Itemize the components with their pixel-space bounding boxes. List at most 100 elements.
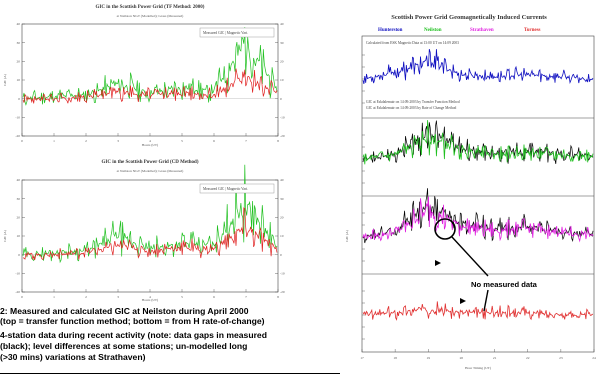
left-bottom-ytick-label: 20 — [17, 216, 21, 220]
left-top-ylabel: GIC (A) — [3, 73, 7, 86]
left-bottom-ytick-label: 10 — [17, 234, 21, 238]
right-series-torness — [362, 301, 593, 321]
left-top-xtick-label: 2 — [85, 139, 87, 143]
caption-line-2: (top = transfer function method; bottom … — [0, 316, 265, 326]
right-panel: Scottish Power Grid Geomagnetically Indu… — [345, 14, 596, 370]
left-top-ytick-label-r: -10 — [280, 116, 285, 120]
left-bottom-xtick-label: 2 — [85, 295, 87, 299]
left-bottom-xtick-label: 5 — [181, 295, 183, 299]
left-bottom-series-measured — [22, 164, 278, 264]
left-bottom-ytick-label-r: -20 — [280, 290, 285, 294]
left-top-ytick-label-r: 30 — [280, 41, 284, 45]
left-top-series-calculated — [22, 68, 278, 104]
right-frame — [361, 35, 595, 353]
right-xlabel: Hour Timing (UT) — [465, 366, 492, 370]
right-series-measured-black — [362, 120, 594, 164]
left-top-ytick-label-r: 10 — [280, 78, 284, 82]
left-bottom-ytick-label-r: 20 — [280, 216, 284, 220]
right-legend-item: Hunterston — [378, 28, 403, 33]
left-bottom-xtick-label: 0 — [21, 295, 23, 299]
right-ylabel: GIC (A) — [345, 229, 349, 242]
left-top-ytick-label-r: 40 — [280, 22, 284, 26]
left-bottom-xlabel: Hours (UT) — [142, 298, 159, 302]
right-legend-item: Strathaven — [470, 28, 494, 33]
left-bottom-ytick-label-r: 10 — [280, 234, 284, 238]
left-bottom-ytick-label: 0 — [18, 253, 20, 257]
left-bottom-frame — [21, 179, 279, 293]
left-top-ytick-label: -20 — [15, 134, 20, 138]
caption-line-3: 4-station data during recent activity (n… — [0, 330, 267, 340]
left-bottom-xtick-label: 3 — [117, 295, 119, 299]
no-measured-data-label: No measured data — [471, 280, 538, 289]
left-top-title: GIC in the Scottish Power Grid (TF Metho… — [95, 5, 205, 10]
no-data-circle — [434, 218, 456, 240]
right-xtick-label: 22 — [526, 356, 530, 360]
right-xtick-label: 21 — [493, 356, 497, 360]
left-top-legend: Measured GIC | Magnetic Vari. — [203, 31, 248, 35]
left-top-ytick-label-r: 0 — [280, 97, 282, 101]
left-bottom-legend: Measured GIC | Magnetic Vari. — [203, 187, 248, 191]
left-bottom-ytick-label-r: -10 — [280, 272, 285, 276]
left-top-ytick-label: 10 — [17, 78, 21, 82]
left-bottom-series — [22, 164, 278, 264]
right-legend-item: Neilston — [424, 28, 442, 33]
right-note-2a: GIC at Eskdalemuir on 14:09:2003 by Tran… — [366, 100, 460, 104]
left-bottom-series-calculated — [22, 207, 278, 261]
left-top-ytick-label: 30 — [17, 41, 21, 45]
left-top-xtick-label: 5 — [181, 139, 183, 143]
left-top-ticks: -20 -20 -10 -10 0 0 10 10 20 20 30 30 40 40 0 1 2 3 4 5 6 7 8 — [15, 22, 285, 143]
right-series — [362, 48, 594, 321]
left-top-legend-box — [199, 27, 275, 38]
right-title: Scottish Power Grid Geomagnetically Indu… — [391, 14, 547, 21]
no-data-leader — [451, 236, 489, 277]
no-data-pointer — [483, 289, 489, 312]
caption-rule — [0, 373, 340, 375]
left-bottom-ytick-label: -10 — [15, 272, 20, 276]
left-top-series — [22, 27, 278, 106]
right-xtick-label: 18 — [393, 356, 397, 360]
marker-triangle-2 — [460, 298, 466, 304]
right-note-2b: GIC at Eskdalemuir on 14:09:2003 by Rate… — [366, 106, 457, 110]
left-top-xtick-label: 3 — [117, 139, 119, 143]
left-top-xtick-label: 6 — [213, 139, 215, 143]
caption-line-1: 2: Measured and calculated GIC at Neilst… — [0, 306, 249, 316]
left-top-xtick-label: 0 — [21, 139, 23, 143]
left-bottom-xtick-label: 1 — [53, 295, 55, 299]
caption-line-4: (black); level differences at some stati… — [0, 341, 248, 351]
left-top-ytick-label-r: -20 — [280, 134, 285, 138]
left-bottom-title: GIC in the Scottish Power Grid (CD Metho… — [101, 160, 199, 165]
right-legend: Hunterston Neilston Strathaven Torness — [378, 28, 541, 33]
left-top-ytick-label: 40 — [17, 22, 21, 26]
right-series-hunterston — [362, 48, 594, 84]
left-top-ytick-label: 20 — [17, 60, 21, 64]
left-top-xtick-label: 8 — [277, 139, 279, 143]
left-bottom-ytick-label-r: 0 — [280, 253, 282, 257]
left-top-xlabel: Hours (UT) — [142, 143, 159, 147]
left-bottom-ytick-label: 30 — [17, 197, 21, 201]
right-xtick-label: 17 — [360, 356, 364, 360]
left-bottom-ylabel: GIC (A) — [3, 229, 7, 242]
right-legend-item: Torness — [524, 28, 541, 33]
right-ticks: 17 18 19 20 21 22 23 24 — [360, 54, 596, 360]
right-series-measured-black — [362, 188, 594, 244]
left-top-xtick-label: 7 — [245, 139, 247, 143]
right-series-neilston — [362, 120, 594, 165]
left-bottom-xtick-label: 6 — [213, 295, 215, 299]
right-xtick-label: 24 — [592, 356, 596, 360]
right-xtick-label: 20 — [460, 356, 464, 360]
left-top-xtick-label: 4 — [149, 139, 151, 143]
left-top-ytick-label: 0 — [18, 97, 20, 101]
right-note-1: Calculated from ESK Magnetic Data at 13:… — [366, 41, 459, 45]
left-bottom-xtick-label: 4 — [149, 295, 151, 299]
left-bottom-ytick-label: 40 — [17, 178, 21, 182]
left-top-subtitle: at Neilston NGT (Modelled); Grass (Measu… — [116, 14, 184, 18]
left-bottom-subtitle: at Neilston NGT (Modelled); Grass (Measu… — [116, 169, 184, 173]
right-xtick-label: 19 — [427, 356, 431, 360]
left-bottom-xtick-label: 7 — [245, 295, 247, 299]
right-xtick-label: 23 — [559, 356, 563, 360]
left-bottom-ytick-label-r: 40 — [280, 178, 284, 182]
left-top-xtick-label: 1 — [53, 139, 55, 143]
